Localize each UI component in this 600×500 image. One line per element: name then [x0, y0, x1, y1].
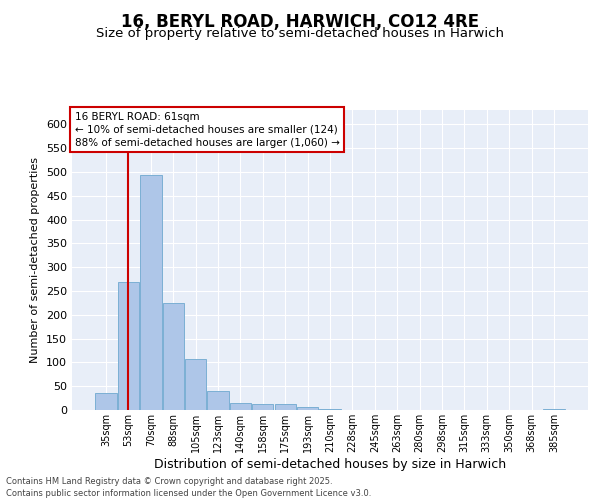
- Bar: [140, 175, 161, 410]
- Bar: [208, 391, 229, 410]
- Bar: [275, 404, 296, 410]
- X-axis label: Distribution of semi-detached houses by size in Harwich: Distribution of semi-detached houses by …: [154, 458, 506, 470]
- Bar: [297, 406, 318, 410]
- Bar: [163, 303, 184, 410]
- Text: 16, BERYL ROAD, HARWICH, CO12 4RE: 16, BERYL ROAD, HARWICH, CO12 4RE: [121, 12, 479, 30]
- Bar: [252, 404, 274, 410]
- Text: 16 BERYL ROAD: 61sqm
← 10% of semi-detached houses are smaller (124)
88% of semi: 16 BERYL ROAD: 61sqm ← 10% of semi-detac…: [74, 112, 340, 148]
- Bar: [230, 404, 251, 410]
- Bar: [319, 409, 341, 410]
- Y-axis label: Number of semi-detached properties: Number of semi-detached properties: [31, 157, 40, 363]
- Text: Contains HM Land Registry data © Crown copyright and database right 2025.
Contai: Contains HM Land Registry data © Crown c…: [6, 476, 371, 498]
- Text: Size of property relative to semi-detached houses in Harwich: Size of property relative to semi-detach…: [96, 28, 504, 40]
- Bar: [543, 408, 565, 410]
- Bar: [118, 282, 139, 410]
- Bar: [95, 394, 117, 410]
- Bar: [185, 358, 206, 410]
